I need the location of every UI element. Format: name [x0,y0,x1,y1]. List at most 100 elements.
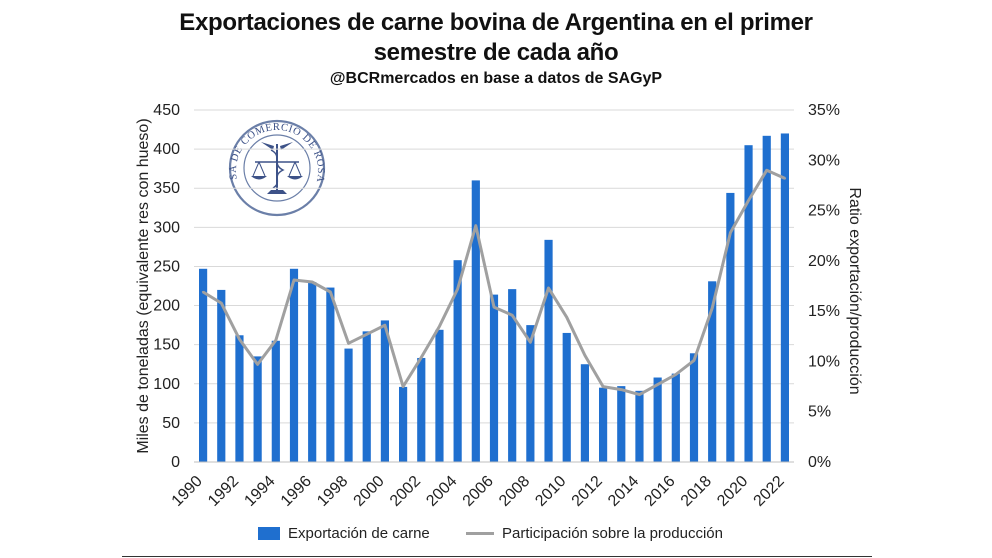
line-point-1997 [329,290,332,294]
x-tick-label: 2000 [351,473,388,510]
line-point-2017 [692,359,696,362]
x-tick-label: 2018 [678,473,715,510]
y2-tick-label: 25% [808,203,840,220]
bar-2014 [635,390,644,462]
y-tick-label: 400 [153,141,180,158]
bar-2011 [580,364,589,462]
line-point-2018 [710,306,714,310]
bar-2009 [544,239,553,462]
bar-2019 [726,192,735,462]
x-tick-label: 2016 [641,473,678,510]
line-point-1995 [292,278,296,282]
line-point-2022 [783,177,787,180]
bcr-seal-logo: BOLSA DE COMERCIO DE ROSARIO [228,119,325,217]
line-point-2020 [747,199,750,202]
x-tick-label: 2006 [460,473,497,510]
line-point-2019 [729,231,732,234]
line-point-2010 [565,315,568,319]
line-point-1999 [365,333,368,336]
line-point-1991 [220,301,223,305]
legend-line-swatch [466,532,494,535]
line-point-2007 [510,313,514,317]
bar-2003 [435,329,444,462]
y-tick-label: 150 [153,337,180,354]
y-tick-label: 350 [153,180,180,197]
y2-tick-label: 20% [808,253,840,270]
line-point-2008 [529,341,532,344]
line-point-2012 [601,385,605,388]
bar-2012 [599,387,608,462]
bar-2015 [653,377,662,462]
bar-2006 [489,294,499,462]
legend-label-bars: Exportación de carne [288,525,430,542]
bar-2021 [762,135,771,462]
legend-item-line: Participación sobre la producción [466,525,723,542]
y2-tick-label: 10% [808,353,840,370]
bottom-rule [122,556,872,557]
line-point-1990 [201,290,205,294]
line-point-2001 [401,385,405,388]
y-tick-label: 300 [153,219,180,236]
x-tick-label: 2008 [496,473,533,510]
y-tick-label: 250 [153,258,180,275]
bar-1996 [308,282,317,462]
line-point-2009 [547,286,550,290]
bar-1991 [217,289,226,462]
y2-tick-label: 0% [808,454,831,471]
bar-1993 [253,356,262,462]
y-axis-title: Miles de toneladas (equivalente res con … [135,118,152,453]
x-tick-label: 1996 [278,473,315,510]
y-tick-label: 50 [162,415,180,432]
y2-axis-title: Ratio exportación/producción [846,187,863,394]
x-tick-label: 2002 [387,473,424,510]
chart-title-line2: semestre de cada año [373,39,619,66]
line-point-1992 [238,338,241,341]
x-tick-label: 2010 [532,473,569,510]
line-point-2013 [620,388,623,391]
line-point-2016 [674,373,678,376]
bar-2002 [417,357,426,462]
y-tick-label: 100 [153,376,180,393]
bar-2005 [471,180,480,462]
bar-2008 [526,325,535,462]
y-tick-label: 0 [171,454,180,471]
bar-2016 [671,373,680,462]
y-tick-label: 200 [153,298,180,315]
bar-1999 [362,331,371,462]
x-tick-label: 2014 [605,473,642,510]
line-point-2005 [474,224,478,227]
x-tick-label: 2004 [423,473,460,510]
line-point-2000 [383,324,387,327]
bar-2020 [744,145,753,462]
bar-1992 [235,335,244,462]
bar-1990 [199,268,208,462]
x-tick-label: 1994 [241,473,278,510]
x-tick-label: 1998 [314,473,351,510]
chart-legend: Exportación de carne Participación sobre… [0,525,992,547]
x-tick-label: 2022 [751,473,788,510]
bar-1998 [344,348,353,462]
bar-2017 [689,353,699,462]
chart-title-line1: Exportaciones de carne bovina de Argenti… [179,9,813,36]
legend-item-bars: Exportación de carne [258,525,430,542]
y-tick-label: 450 [153,102,180,119]
line-point-2002 [420,356,423,359]
line-point-1998 [347,342,350,345]
bar-1995 [289,268,299,462]
line-point-2003 [438,325,441,328]
y2-tick-label: 30% [808,152,840,169]
line-point-2004 [456,287,459,291]
y2-tick-label: 35% [808,102,840,119]
x-tick-label: 1990 [169,473,206,510]
y2-tick-label: 5% [808,404,831,421]
bar-2022 [780,133,789,462]
x-tick-label: 2020 [714,473,751,510]
bar-2013 [617,386,626,462]
line-point-1996 [310,280,314,284]
line-point-1993 [256,363,259,366]
legend-label-line: Participación sobre la producción [502,525,723,542]
x-tick-label: 1992 [205,473,242,510]
chart-subtitle: @BCRmercados en base a datos de SAGyP [329,70,663,87]
bar-2007 [508,289,517,462]
